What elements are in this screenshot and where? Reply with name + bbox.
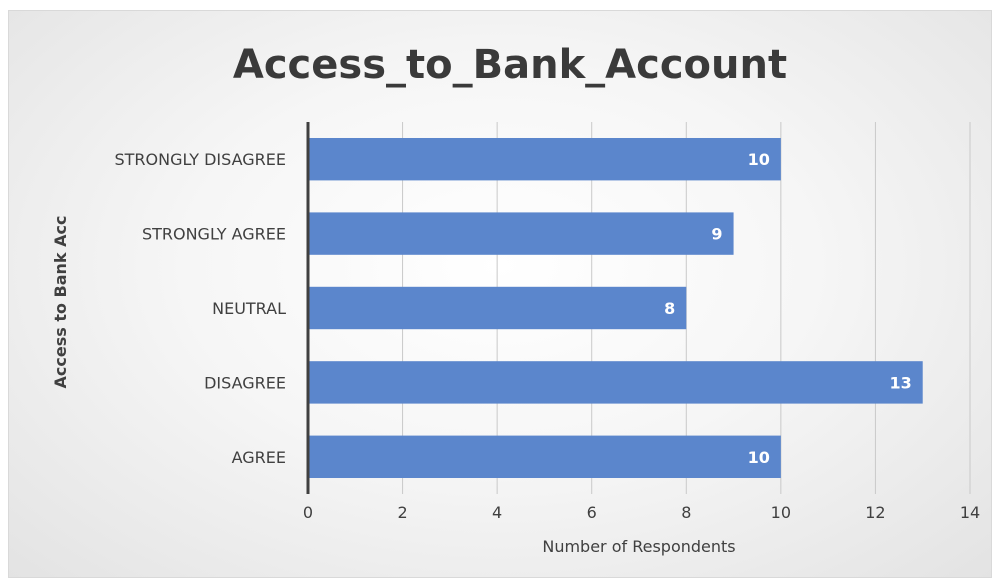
category-label: AGREE — [232, 448, 286, 467]
x-tick-labels: 0 2 4 6 8 10 12 14 — [303, 503, 980, 522]
data-label: 10 — [748, 448, 770, 467]
category-labels: STRONGLY DISAGREE STRONGLY AGREE NEUTRAL DI… — [114, 150, 286, 467]
category-label: STRONGLY AGREE — [142, 225, 286, 244]
x-tick-label: 0 — [303, 503, 313, 522]
category-label: DISAGREE — [204, 373, 286, 392]
gridlines — [402, 122, 971, 494]
x-tick-label: 6 — [587, 503, 597, 522]
data-label: 8 — [664, 299, 675, 318]
x-tick-label: 2 — [397, 503, 407, 522]
data-label: 10 — [748, 150, 770, 169]
x-tick-label: 4 — [492, 503, 502, 522]
category-label: NEUTRAL — [212, 299, 286, 318]
x-tick-label: 12 — [865, 503, 885, 522]
category-label: STRONGLY DISAGREE — [114, 150, 286, 169]
x-axis-title: Number of Respondents — [542, 537, 735, 556]
data-label: 9 — [711, 225, 722, 244]
bar — [309, 435, 781, 479]
bar — [309, 212, 734, 255]
bar — [309, 286, 687, 330]
x-tick-label: 14 — [960, 503, 980, 522]
bars — [309, 137, 923, 479]
data-label: 13 — [889, 373, 911, 392]
y-axis-title: Access to Bank Acc — [51, 216, 70, 389]
x-tick-label: 8 — [681, 503, 691, 522]
chart-title: Access_to_Bank_Account — [233, 42, 787, 88]
bar — [309, 361, 923, 404]
data-labels: 10 9 8 13 10 — [664, 150, 912, 467]
bar — [309, 137, 781, 181]
x-tick-label: 10 — [771, 503, 791, 522]
